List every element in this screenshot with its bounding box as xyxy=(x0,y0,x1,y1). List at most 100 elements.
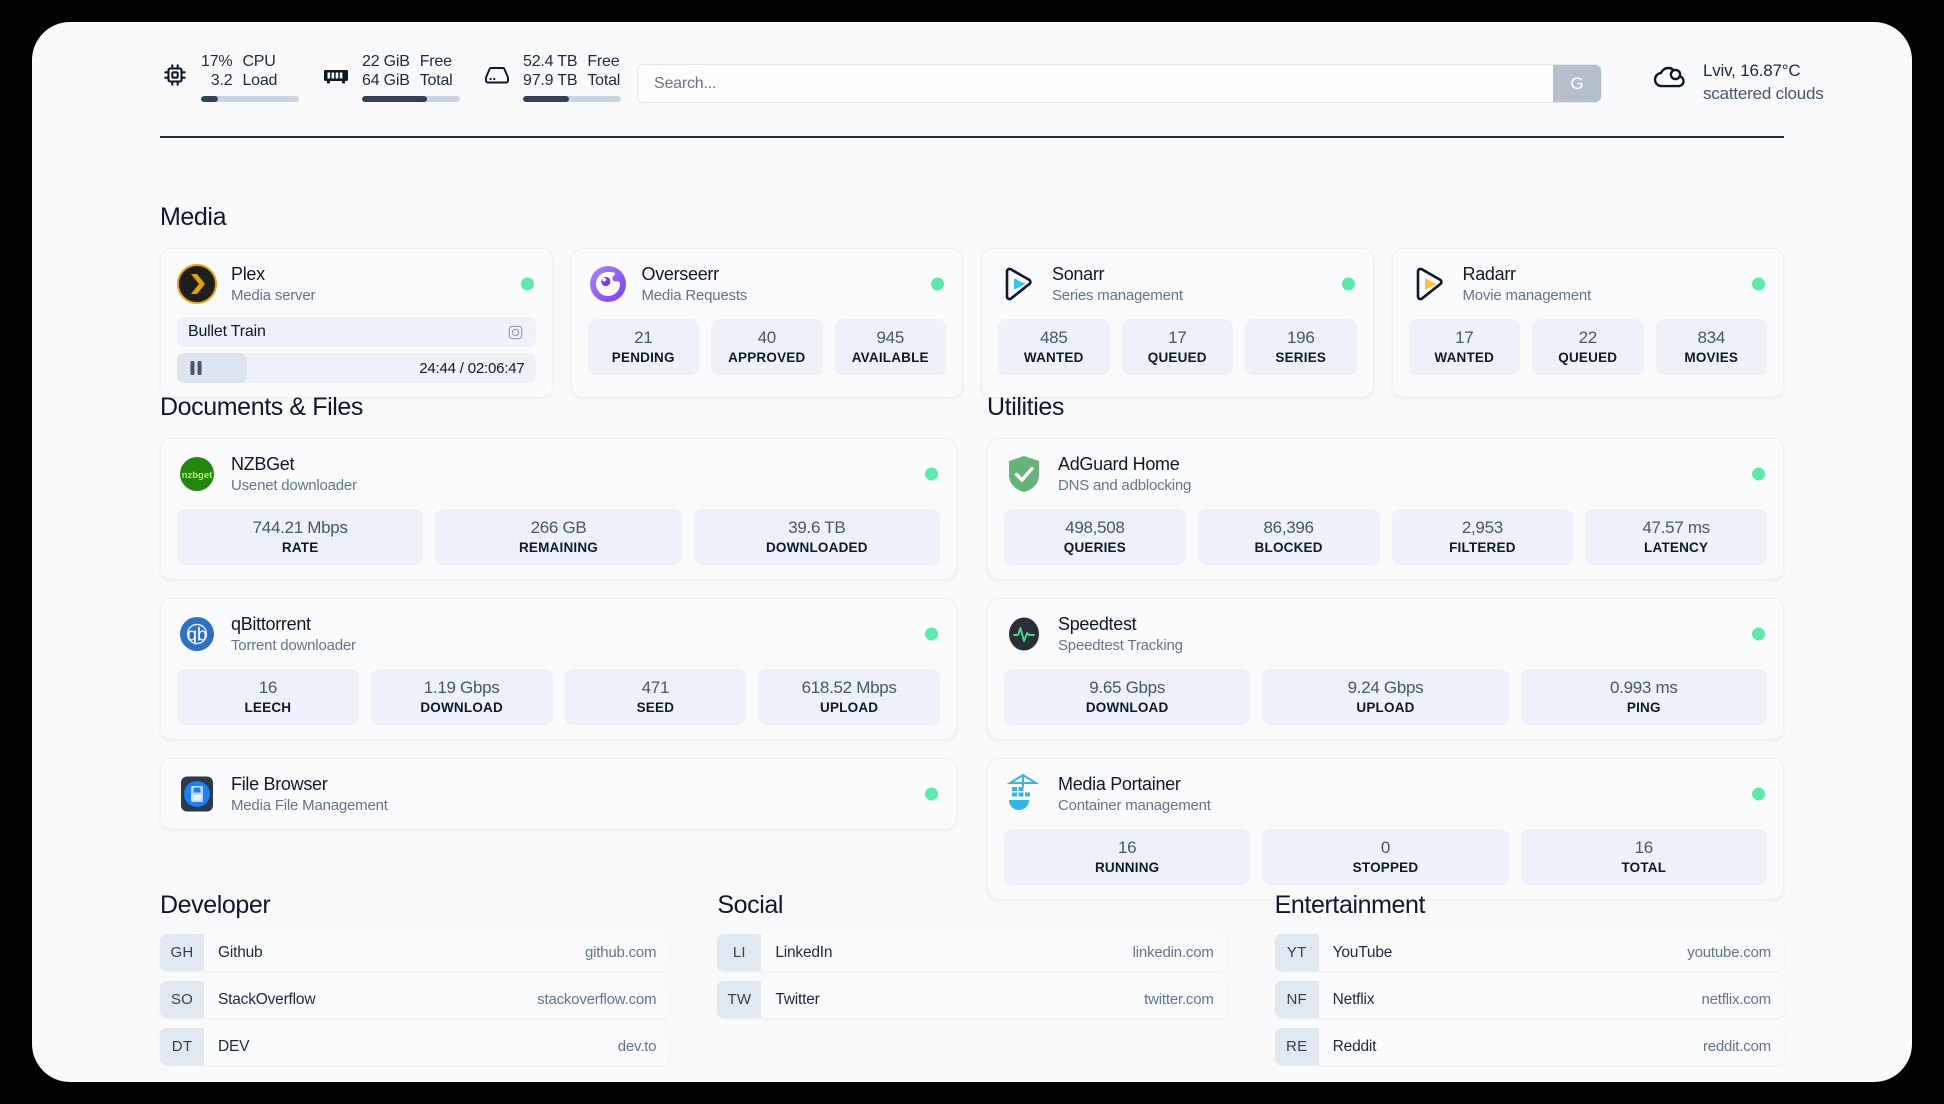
stat-value: 945 xyxy=(876,328,905,347)
app-card-plex[interactable]: Plex Media server Bullet Train 24:44 / 02:… xyxy=(160,248,553,398)
stat-tile: 47.57 ms LATENCY xyxy=(1585,509,1767,565)
stats-row: 21 PENDING 40 APPROVED 945 AVAILABLE xyxy=(587,319,946,375)
app-name: Sonarr xyxy=(1052,264,1105,284)
app-card-header: AdGuard Home DNS and adblocking xyxy=(1004,453,1767,495)
app-card-overseerr[interactable]: Overseerr Media Requests 21 PENDING 40 APPROV… xyxy=(570,248,963,398)
stat-tile: 40 APPROVED xyxy=(711,319,823,375)
adguard-icon xyxy=(1004,454,1044,494)
bookmark-body: DEV dev.to xyxy=(204,1028,669,1065)
app-card-radarr[interactable]: Radarr Movie management 17 WANTED 22 QUEUED 83… xyxy=(1391,248,1784,398)
app-meta: Radarr Movie management xyxy=(1463,263,1592,305)
bookmark-url: github.com xyxy=(584,944,657,961)
app-meta: AdGuard Home DNS and adblocking xyxy=(1058,453,1191,495)
app-meta: File Browser Media File Management xyxy=(231,773,388,815)
bookmark-group-developer: Developer GH Github github.com SO StackOverfl… xyxy=(160,891,670,1065)
app-card-nzbget[interactable]: nzbget NZBGet Usenet downloader 744.21 Mbp… xyxy=(160,438,957,580)
search-bar[interactable]: G xyxy=(637,64,1602,103)
app-name: NZBGet xyxy=(231,454,295,474)
widget-cpu-progress-bar xyxy=(201,96,299,102)
stat-label: AVAILABLE xyxy=(851,350,929,365)
widget-memory-label-1: Free xyxy=(419,53,452,70)
list-item[interactable]: RE Reddit reddit.com xyxy=(1274,1028,1784,1065)
app-name: Media Portainer xyxy=(1058,774,1181,794)
bookmark-group-title: Developer xyxy=(160,891,271,919)
now-playing-row: Bullet Train xyxy=(177,317,536,347)
app-subtitle: Series management xyxy=(1052,287,1183,304)
stat-label: PING xyxy=(1626,700,1661,715)
playback-progress-bar[interactable]: 24:44 / 02:06:47 xyxy=(177,353,536,383)
bookmark-badge: NF xyxy=(1274,981,1319,1018)
widget-memory-progress-fill xyxy=(362,96,427,102)
app-card-qbittorrent[interactable]: qb qBittorrent Torrent downloader 16 LEECH 1… xyxy=(160,598,957,740)
app-name: qBittorrent xyxy=(231,614,311,634)
app-name: Speedtest xyxy=(1058,614,1137,634)
app-meta: Media Portainer Container management xyxy=(1058,773,1211,815)
search-engine-button[interactable]: G xyxy=(1553,65,1601,102)
bookmark-body: StackOverflow stackoverflow.com xyxy=(204,981,669,1018)
list-item[interactable]: NF Netflix netflix.com xyxy=(1274,981,1784,1018)
app-subtitle: Container management xyxy=(1058,797,1211,814)
widget-disk-value-1: 52.4 TB xyxy=(523,53,578,70)
plex-icon xyxy=(177,264,217,304)
app-card-media-portainer[interactable]: Media Portainer Container management 16 RUN… xyxy=(987,758,1784,900)
stat-label: WANTED xyxy=(1023,350,1084,365)
app-card-file-browser[interactable]: File Browser Media File Management xyxy=(160,758,957,830)
bookmark-badge: LI xyxy=(717,934,762,971)
stat-label: QUERIES xyxy=(1063,540,1126,555)
status-badge xyxy=(925,627,938,641)
bookmark-name: Netflix xyxy=(1332,990,1375,1008)
list-item[interactable]: DT DEV dev.to xyxy=(160,1028,670,1065)
stat-label: PENDING xyxy=(611,350,675,365)
stat-value: 9.65 Gbps xyxy=(1089,678,1166,697)
stats-row: 485 WANTED 17 QUEUED 196 SERIES xyxy=(998,319,1357,375)
app-subtitle: Torrent downloader xyxy=(231,637,356,654)
app-subtitle: Usenet downloader xyxy=(231,477,357,494)
stat-label: SEED xyxy=(636,700,675,715)
stat-tile: 86,396 BLOCKED xyxy=(1197,509,1380,565)
stat-value: 47.57 ms xyxy=(1642,518,1710,537)
app-subtitle: Speedtest Tracking xyxy=(1058,637,1183,654)
bookmark-group-title: Social xyxy=(717,891,784,919)
list-item[interactable]: YT YouTube youtube.com xyxy=(1274,934,1784,971)
app-card-adguard-home[interactable]: AdGuard Home DNS and adblocking 498,508 QUE… xyxy=(987,438,1784,580)
bookmark-badge: GH xyxy=(160,934,204,971)
widget-memory-progress-bar xyxy=(362,96,460,102)
bookmark-url: reddit.com xyxy=(1702,1038,1771,1055)
bookmark-body: Netflix netflix.com xyxy=(1319,981,1784,1018)
stat-tile: 17 WANTED xyxy=(1408,319,1520,375)
list-item[interactable]: GH Github github.com xyxy=(160,934,670,971)
stats-row: 744.21 Mbps RATE 266 GB REMAINING 39.6 TB DOW… xyxy=(177,509,940,565)
radarr-icon xyxy=(1409,264,1449,304)
search-input[interactable] xyxy=(638,65,1553,102)
section-title-media: Media xyxy=(160,203,227,231)
stat-value: 744.21 Mbps xyxy=(252,518,348,537)
stat-label: QUEUED xyxy=(1558,350,1618,365)
stat-label: FILTERED xyxy=(1449,540,1516,555)
stat-value: 17 xyxy=(1168,328,1187,347)
bookmark-list: YT YouTube youtube.com NF Netflix netflix.com… xyxy=(1274,934,1784,1065)
bookmark-name: Twitter xyxy=(775,990,820,1008)
stat-tile: 39.6 TB DOWNLOADED xyxy=(693,509,940,565)
stat-label: LEECH xyxy=(244,700,292,715)
widget-disk: 52.4 TB 97.9 TB Free Total xyxy=(482,52,621,102)
bookmark-url: twitter.com xyxy=(1144,991,1214,1008)
list-item[interactable]: LI LinkedIn linkedin.com xyxy=(717,934,1227,971)
list-item[interactable]: TW Twitter twitter.com xyxy=(717,981,1227,1018)
svg-text:qb: qb xyxy=(187,625,207,645)
section-title-documents: Documents & Files xyxy=(160,393,363,421)
list-item[interactable]: SO StackOverflow stackoverflow.com xyxy=(160,981,670,1018)
playback-time: 24:44 / 02:06:47 xyxy=(419,359,525,377)
stat-value: 471 xyxy=(641,678,670,697)
stat-value: 834 xyxy=(1697,328,1726,347)
bookmark-badge: DT xyxy=(160,1028,204,1065)
stat-value: 266 GB xyxy=(530,518,587,537)
stats-row: 16 RUNNING 0 STOPPED 16 TOTAL xyxy=(1004,829,1767,885)
playback-toggle-button[interactable] xyxy=(177,360,204,376)
stats-row: 498,508 QUERIES 86,396 BLOCKED 2,953 FILTERED… xyxy=(1004,509,1767,565)
widget-cpu-value-2: 3.2 xyxy=(210,72,233,89)
app-card-speedtest[interactable]: Speedtest Speedtest Tracking 9.65 Gbps DOWN… xyxy=(987,598,1784,740)
app-card-sonarr[interactable]: Sonarr Series management 485 WANTED 17 QUEUED… xyxy=(981,248,1374,398)
status-badge xyxy=(1752,277,1765,291)
status-badge xyxy=(1341,277,1355,291)
top-bar: 17% 3.2 CPU Load 22 GiB 64 GiB Free Tota… xyxy=(32,22,1912,134)
